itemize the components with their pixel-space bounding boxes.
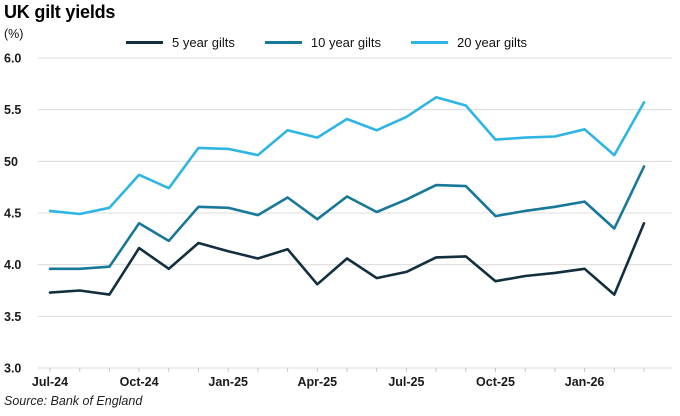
series-line-20-year-gilts xyxy=(48,96,646,216)
y-tick-label: 4.5 xyxy=(4,207,21,221)
legend: 5 year gilts 10 year gilts 20 year gilts xyxy=(126,35,527,50)
legend-label: 10 year gilts xyxy=(310,35,381,50)
legend-swatch-icon xyxy=(264,41,302,44)
page-title: UK gilt yields xyxy=(4,2,116,22)
x-tick-label: Oct-24 xyxy=(120,375,159,389)
legend-label: 20 year gilts xyxy=(456,35,528,50)
source-note: Source: Bank of England xyxy=(4,394,143,408)
y-tick-label: 3.5 xyxy=(4,310,21,324)
legend-label: 5 year gilts xyxy=(172,35,235,50)
x-tick-label: Jul-24 xyxy=(32,375,68,389)
y-tick-label: 3.0 xyxy=(4,362,21,376)
legend-item: 10 year gilts xyxy=(264,35,381,50)
legend-swatch-icon xyxy=(126,41,163,44)
legend-swatch-icon xyxy=(410,41,448,44)
legend-item: 20 year gilts xyxy=(410,35,528,50)
y-tick-label: 5.5 xyxy=(4,103,21,117)
legend-item: 5 year gilts xyxy=(126,35,235,50)
y-axis-unit-label: (%) xyxy=(4,27,24,41)
series-line-10-year-gilts xyxy=(48,165,646,271)
x-tick-label: Jul-25 xyxy=(388,375,424,389)
x-tick-label: Jan-25 xyxy=(208,375,248,389)
series-line-5-year-gilts xyxy=(48,222,646,296)
y-tick-label: 50 xyxy=(4,155,18,169)
x-tick-label: Apr-25 xyxy=(298,375,338,389)
y-tick-label: 6.0 xyxy=(4,52,21,66)
x-tick-label: Oct-25 xyxy=(476,375,515,389)
y-tick-label: 4.0 xyxy=(4,258,21,272)
x-tick-label: Jan-26 xyxy=(565,375,605,389)
